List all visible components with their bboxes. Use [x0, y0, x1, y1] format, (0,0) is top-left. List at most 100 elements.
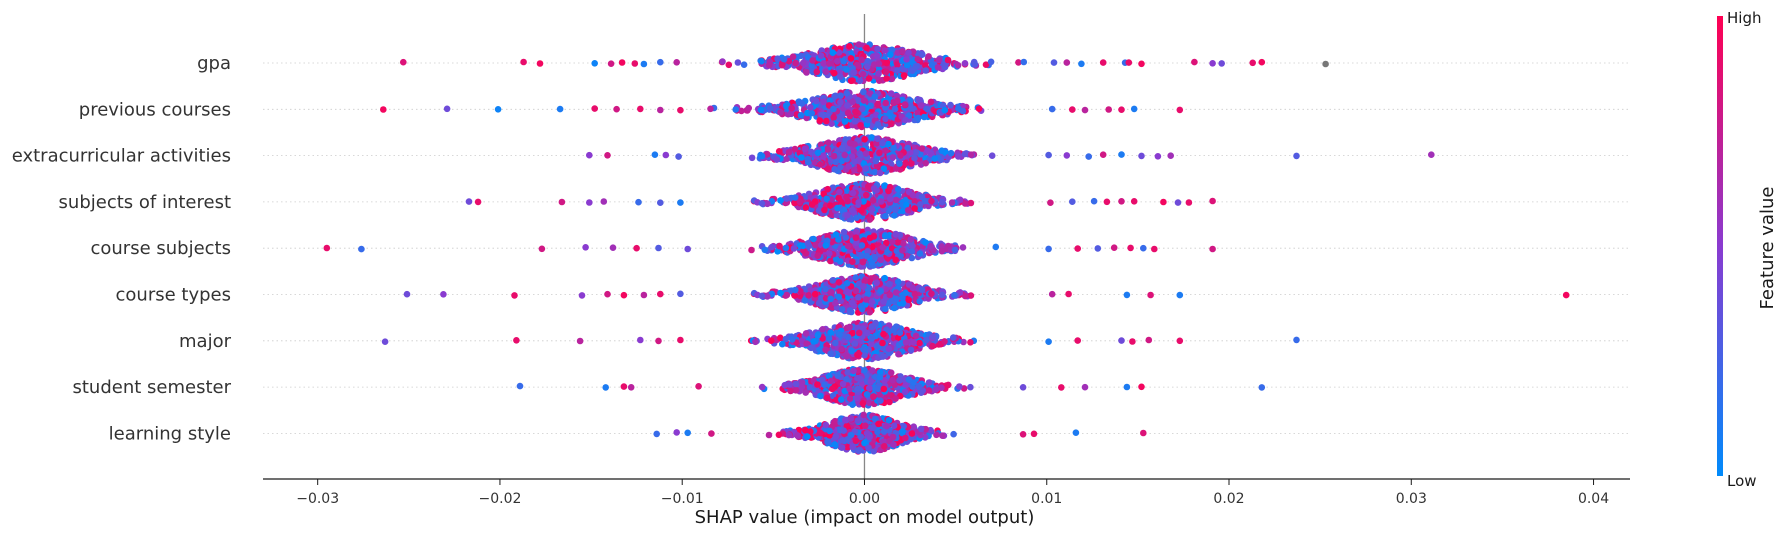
shap-point — [864, 253, 871, 260]
shap-point — [838, 346, 845, 353]
shap-point — [831, 70, 838, 77]
shap-point — [655, 338, 662, 345]
shap-point — [822, 286, 829, 293]
shap-point — [814, 69, 821, 76]
shap-point — [811, 338, 818, 345]
shap-point — [849, 258, 856, 265]
shap-point — [823, 118, 830, 125]
shap-point — [951, 292, 958, 299]
shap-point — [844, 212, 851, 219]
shap-point — [841, 152, 848, 159]
shap-point — [786, 149, 793, 156]
shap-point — [1118, 106, 1125, 113]
shap-point — [735, 59, 742, 66]
shap-point — [837, 258, 844, 265]
shap-point — [962, 60, 969, 67]
shap-point — [856, 330, 863, 337]
shap-point — [882, 147, 889, 154]
shap-point — [875, 122, 882, 129]
shap-point — [894, 67, 901, 74]
shap-point — [871, 61, 878, 68]
shap-point — [806, 243, 813, 250]
shap-point — [960, 244, 967, 251]
shap-point — [719, 58, 726, 65]
shap-point — [905, 207, 912, 214]
shap-point — [815, 150, 822, 157]
shap-point — [475, 199, 482, 206]
shap-point — [803, 330, 810, 337]
shap-point — [641, 292, 648, 299]
shap-point — [830, 114, 837, 121]
shap-point — [1177, 338, 1184, 345]
shap-point — [809, 57, 816, 64]
shap-point — [769, 244, 776, 251]
shap-point — [945, 57, 952, 64]
shap-point — [1100, 59, 1107, 66]
shap-point — [956, 383, 963, 390]
data-points — [324, 41, 1570, 454]
shap-point — [466, 198, 473, 205]
shap-point — [610, 244, 617, 251]
shap-point — [1100, 151, 1107, 158]
shap-point — [923, 67, 930, 74]
shap-point — [792, 287, 799, 294]
shap-point — [836, 294, 843, 301]
shap-point — [897, 152, 904, 159]
shap-point — [939, 248, 946, 255]
shap-point — [831, 166, 838, 173]
shap-point — [1118, 198, 1125, 205]
shap-point — [850, 190, 857, 197]
shap-point — [852, 340, 859, 347]
shap-point — [821, 207, 828, 214]
shap-point — [657, 107, 664, 114]
shap-point — [1175, 199, 1182, 206]
shap-point — [635, 199, 642, 206]
shap-point — [830, 106, 837, 113]
shap-point — [853, 229, 860, 236]
shap-point — [872, 93, 879, 100]
shap-point — [1259, 59, 1266, 66]
shap-point — [748, 247, 755, 254]
shap-point — [1160, 199, 1167, 206]
shap-point — [1051, 59, 1058, 66]
shap-point — [960, 108, 967, 115]
shap-point — [861, 97, 868, 104]
shap-point — [777, 109, 784, 116]
shap-point — [928, 290, 935, 297]
shap-point — [1209, 60, 1216, 67]
shap-point — [1082, 107, 1089, 114]
shap-point — [874, 135, 881, 142]
shap-point — [1177, 107, 1184, 114]
shap-point — [807, 104, 814, 111]
shap-point — [875, 70, 882, 77]
shap-point — [657, 291, 664, 298]
shap-point — [926, 379, 933, 386]
shap-point — [762, 247, 769, 254]
shap-point — [849, 299, 856, 306]
shap-point — [613, 106, 620, 113]
shap-point — [829, 277, 836, 284]
shap-point — [852, 108, 859, 115]
shap-point — [839, 306, 846, 313]
shap-point — [838, 198, 845, 205]
shap-point — [901, 72, 908, 79]
shap-point — [774, 55, 781, 62]
shap-point — [849, 207, 856, 214]
shap-point — [766, 62, 773, 69]
shap-point — [863, 165, 870, 172]
shap-point — [831, 153, 838, 160]
shap-point — [641, 61, 648, 68]
shap-point — [657, 199, 664, 206]
shap-point — [848, 55, 855, 62]
shap-point — [905, 49, 912, 56]
shap-point — [886, 399, 893, 406]
shap-point — [859, 106, 866, 113]
shap-point — [850, 69, 857, 76]
shap-point — [962, 151, 969, 158]
shap-point — [800, 60, 807, 67]
shap-point — [892, 106, 899, 113]
shap-point — [931, 155, 938, 162]
shap-point — [860, 346, 867, 353]
shap-point — [837, 92, 844, 99]
